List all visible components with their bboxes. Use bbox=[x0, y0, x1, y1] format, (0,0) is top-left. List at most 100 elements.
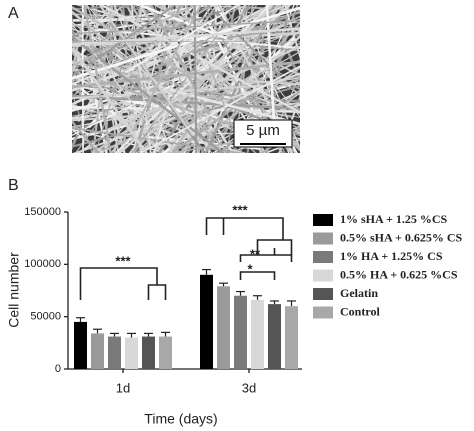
fiber bbox=[202, 5, 272, 153]
legend-swatch bbox=[313, 306, 333, 319]
legend-swatch bbox=[313, 232, 333, 245]
fiber bbox=[72, 10, 182, 104]
legend-swatch bbox=[313, 251, 333, 263]
fiber bbox=[72, 128, 105, 153]
fiber bbox=[72, 66, 180, 153]
y-axis-label: Cell number bbox=[6, 252, 22, 328]
fiber bbox=[118, 5, 212, 65]
y-tick-label: 150000 bbox=[24, 206, 61, 218]
fiber bbox=[72, 23, 150, 126]
fiber bbox=[72, 35, 226, 153]
fiber bbox=[98, 5, 195, 137]
fiber bbox=[72, 19, 300, 35]
fiber bbox=[141, 5, 271, 153]
fiber bbox=[72, 27, 300, 46]
fiber bbox=[130, 5, 152, 153]
fiber bbox=[204, 5, 276, 153]
fiber bbox=[72, 5, 154, 11]
scale-bar-label: 5 µm bbox=[246, 122, 280, 139]
fiber bbox=[72, 84, 270, 100]
bar bbox=[285, 306, 298, 369]
significance-bracket bbox=[239, 271, 276, 280]
fiber bbox=[203, 5, 286, 153]
bar bbox=[142, 336, 155, 369]
significance-label: *** bbox=[115, 253, 131, 268]
fiber bbox=[72, 6, 300, 80]
fiber bbox=[214, 5, 286, 153]
fiber bbox=[278, 94, 300, 153]
y-tick-label: 100000 bbox=[24, 258, 61, 270]
fiber bbox=[72, 94, 300, 111]
fiber bbox=[182, 5, 286, 153]
legend-label: Control bbox=[340, 304, 380, 318]
fiber bbox=[72, 5, 99, 88]
fiber bbox=[72, 47, 149, 153]
fiber bbox=[72, 84, 300, 148]
significance-label: ** bbox=[250, 246, 261, 261]
fiber bbox=[166, 35, 300, 153]
fiber bbox=[277, 123, 300, 153]
bar bbox=[91, 333, 104, 369]
x-tick-label: 3d bbox=[242, 380, 256, 395]
fiber bbox=[83, 5, 112, 153]
fiber bbox=[138, 65, 300, 153]
scale-bar-box bbox=[233, 119, 293, 148]
fiber bbox=[265, 5, 276, 132]
legend-label: 0.5% HA + 0.625 %CS bbox=[340, 267, 458, 281]
fiber bbox=[212, 92, 300, 153]
fiber bbox=[193, 5, 198, 153]
fiber bbox=[125, 5, 241, 74]
fiber bbox=[72, 5, 289, 92]
bar bbox=[200, 274, 213, 369]
significance-bracket bbox=[239, 248, 293, 262]
y-tick-label: 50000 bbox=[30, 311, 61, 323]
bar bbox=[268, 304, 281, 369]
fiber bbox=[72, 46, 259, 119]
fiber bbox=[72, 51, 162, 95]
fiber bbox=[72, 127, 245, 153]
fiber bbox=[86, 5, 144, 153]
fiber bbox=[137, 5, 272, 101]
fiber bbox=[135, 5, 228, 40]
fiber bbox=[153, 5, 196, 153]
fiber bbox=[94, 5, 141, 153]
bar bbox=[125, 337, 138, 369]
bar bbox=[74, 321, 87, 369]
fiber bbox=[72, 5, 198, 68]
fiber bbox=[72, 119, 100, 153]
bar bbox=[234, 295, 247, 369]
x-axis-label: Time (days) bbox=[144, 411, 217, 427]
bar bbox=[108, 336, 121, 369]
legend-label: 1% HA + 1.25% CS bbox=[340, 249, 443, 263]
fiber bbox=[186, 5, 243, 153]
significance-label: *** bbox=[232, 202, 248, 217]
fiber bbox=[72, 5, 177, 78]
fiber bbox=[72, 11, 232, 153]
fiber bbox=[72, 72, 300, 153]
legend-swatch bbox=[313, 288, 333, 300]
fiber bbox=[284, 5, 300, 60]
legend-label: Gelatin bbox=[340, 286, 378, 300]
fiber bbox=[72, 5, 88, 79]
fiber bbox=[205, 5, 282, 78]
fiber bbox=[99, 5, 300, 114]
bar bbox=[217, 286, 230, 369]
bar bbox=[159, 336, 172, 369]
y-tick-label: 0 bbox=[55, 363, 61, 375]
fiber bbox=[72, 5, 248, 82]
fiber bbox=[72, 5, 124, 67]
fiber bbox=[131, 5, 240, 153]
x-tick-label: 1d bbox=[116, 380, 130, 395]
fiber bbox=[119, 5, 165, 153]
legend-label: 0.5% sHA + 0.625% CS bbox=[340, 230, 463, 244]
fiber bbox=[134, 42, 300, 153]
fiber bbox=[154, 5, 185, 153]
panel-label: B bbox=[8, 177, 19, 194]
legend-swatch bbox=[313, 269, 333, 282]
significance-bracket bbox=[205, 217, 293, 255]
fiber bbox=[181, 5, 256, 60]
fiber bbox=[72, 5, 208, 87]
legend-label: 1% sHA + 1.25 %CS bbox=[340, 212, 448, 226]
panel-label: A bbox=[8, 5, 19, 22]
